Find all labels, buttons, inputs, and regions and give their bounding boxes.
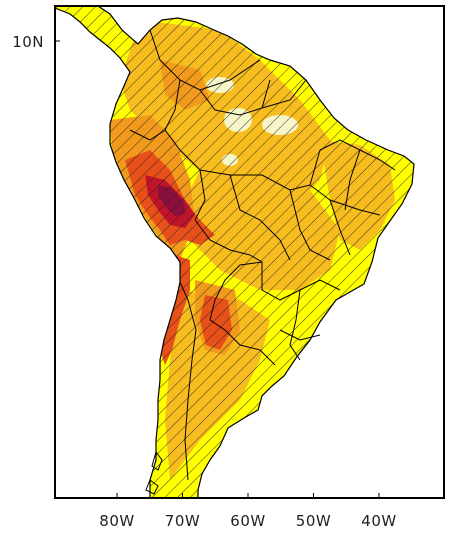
plot-border — [54, 5, 445, 499]
lat-label: 10N — [12, 33, 44, 51]
lon-label: 80W — [99, 512, 134, 530]
lon-label: 60W — [230, 512, 265, 530]
lon-label: 70W — [165, 512, 200, 530]
longitude-axis: 80W 70W 60W 50W 40W — [99, 493, 396, 530]
country-borders — [129, 29, 396, 481]
latitude-axis: 10NEQ10S20S30S40S — [12, 33, 60, 51]
lon-label: 40W — [361, 512, 396, 530]
lon-label: 50W — [296, 512, 331, 530]
islands — [145, 450, 163, 495]
